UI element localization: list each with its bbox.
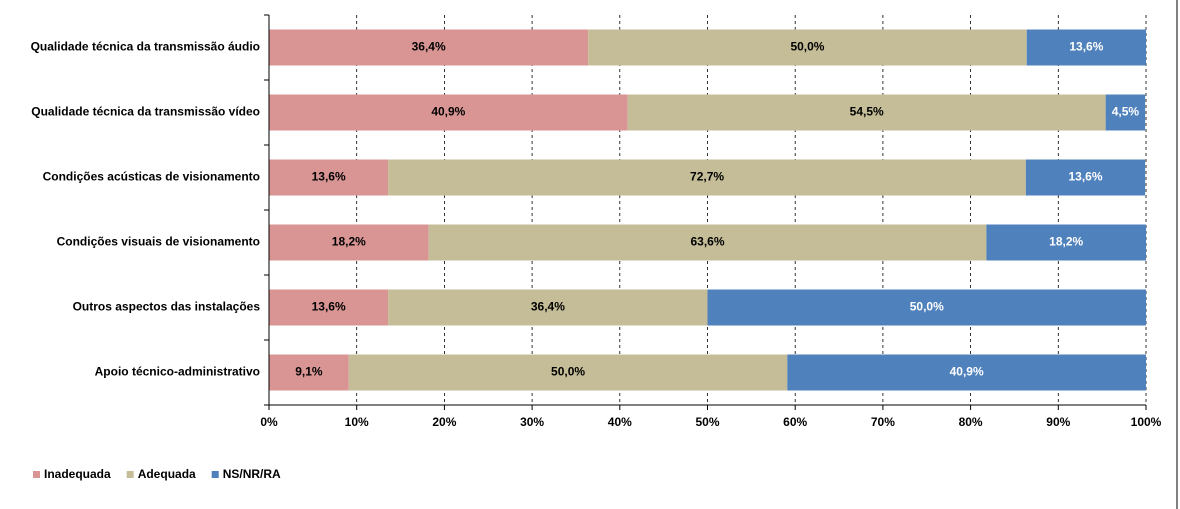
x-tick-label: 70% <box>871 415 895 429</box>
bar-segment <box>428 224 987 261</box>
x-tick-label: 50% <box>695 415 719 429</box>
x-tick-label: 0% <box>260 415 278 429</box>
y-tick-label: Condições acústicas de visionamento <box>43 170 260 184</box>
value-label: 50,0% <box>790 40 824 54</box>
bar-segment <box>269 354 349 391</box>
x-tick-label: 20% <box>432 415 456 429</box>
bar-segment <box>269 289 389 326</box>
bar-segment <box>1105 94 1146 131</box>
x-tick-label: 90% <box>1046 415 1070 429</box>
value-label: 9,1% <box>295 365 323 379</box>
value-label: 18,2% <box>1049 235 1083 249</box>
legend-swatch <box>211 471 219 478</box>
value-label: 13,6% <box>1069 40 1103 54</box>
legend-swatch <box>126 471 134 478</box>
bar-segment <box>986 224 1146 261</box>
value-label: 13,6% <box>312 300 346 314</box>
value-label: 63,6% <box>690 235 724 249</box>
y-tick-label: Apoio técnico-administrativo <box>95 365 260 379</box>
value-label: 36,4% <box>412 40 446 54</box>
y-tick-label: Qualidade técnica da transmissão áudio <box>31 40 260 54</box>
bar-segment <box>588 29 1027 66</box>
value-label: 50,0% <box>910 300 944 314</box>
x-tick-label: 40% <box>608 415 632 429</box>
bar-segment <box>707 289 1146 326</box>
legend-label: Inadequada <box>44 467 111 481</box>
bar-segment <box>388 289 708 326</box>
x-tick-label: 80% <box>959 415 983 429</box>
value-label: 40,9% <box>431 105 465 119</box>
y-tick-label: Qualidade técnica da transmissão vídeo <box>31 105 260 119</box>
value-label: 4,5% <box>1112 105 1140 119</box>
value-label: 50,0% <box>551 365 585 379</box>
legend-swatch <box>33 471 40 478</box>
x-tick-label: 30% <box>520 415 544 429</box>
y-tick-label: Condições visuais de visionamento <box>57 235 260 249</box>
x-tick-label: 60% <box>783 415 807 429</box>
value-label: 18,2% <box>332 235 366 249</box>
value-label: 13,6% <box>1068 170 1102 184</box>
bar-segment <box>787 354 1146 391</box>
bar-segment <box>627 94 1106 131</box>
bar-segment <box>269 159 389 196</box>
value-label: 54,5% <box>850 105 884 119</box>
bar-segment <box>388 159 1026 196</box>
value-label: 40,9% <box>950 365 984 379</box>
bar-segment <box>348 354 788 391</box>
y-tick-label: Outros aspectos das instalações <box>73 300 261 314</box>
value-label: 72,7% <box>690 170 724 184</box>
bar-segment <box>269 94 628 131</box>
x-tick-label: 100% <box>1131 415 1162 429</box>
legend-label: Adequada <box>138 467 196 481</box>
value-label: 36,4% <box>531 300 565 314</box>
bar-segment <box>269 224 429 261</box>
legend-label: NS/NR/RA <box>223 467 281 481</box>
x-tick-label: 10% <box>345 415 369 429</box>
bar-segment <box>269 29 589 66</box>
bar-segment <box>1025 159 1146 196</box>
bar-segment <box>1026 29 1146 66</box>
value-label: 13,6% <box>312 170 346 184</box>
